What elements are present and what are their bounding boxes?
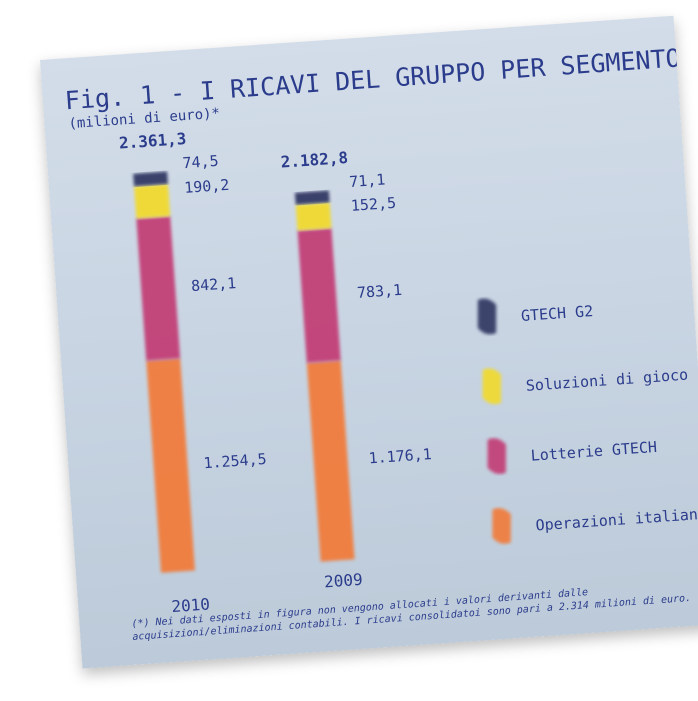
legend-label-soluzioni-di-gioco: Soluzioni di gioco [525,366,688,395]
legend-swatch-soluzioni-di-gioco [482,368,502,405]
value-label-soluzioni-di-gioco-2009: 152,5 [350,194,396,215]
value-label-lotterie-gtech-2010: 842,1 [191,274,237,295]
legend-swatch-operazioni-italiane [492,508,511,544]
value-label-gtech-g2-2010: 74,5 [182,152,219,172]
value-label-gtech-g2-2009: 71,1 [349,170,386,190]
bar-segment-gtech-g2-2009 [294,190,330,205]
bar-segment-operazioni-italiane-2009 [306,360,355,562]
total-label-2009: 2.182,8 [280,148,349,172]
value-label-lotterie-gtech-2009: 783,1 [356,281,402,302]
value-label-soluzioni-di-gioco-2010: 190,2 [184,176,230,197]
bar-segment-soluzioni-di-gioco-2010 [134,183,171,219]
legend-label-lotterie-gtech: Lotterie GTECH [530,438,657,465]
legend-swatch-lotterie-gtech [487,438,506,475]
paper-card: Fig. 1 - I RICAVI DEL GRUPPO PER SEGMENT… [40,15,698,669]
bar-segment-gtech-g2-2010 [133,171,168,187]
total-label-2010: 2.361,3 [118,129,187,153]
bar-segment-lotterie-gtech-2010 [136,216,181,361]
legend-label-operazioni-italiane: Operazioni italiane [535,505,698,535]
category-label-2009: 2009 [323,570,363,592]
bar-segment-lotterie-gtech-2009 [297,228,341,363]
legend-swatch-gtech-g2 [477,298,497,335]
value-label-operazioni-italiane-2010: 1.254,5 [203,450,267,472]
bar-segment-operazioni-italiane-2010 [146,358,195,573]
value-label-operazioni-italiane-2009: 1.176,1 [368,445,432,467]
chart-plot: 1.254,5 842,1 190,2 74,52.361,3 2010 1.176,1 7… [118,129,698,616]
bar-segment-soluzioni-di-gioco-2009 [295,202,332,231]
category-label-2010: 2010 [171,594,211,616]
legend-label-gtech-g2: GTECH G2 [520,302,593,325]
